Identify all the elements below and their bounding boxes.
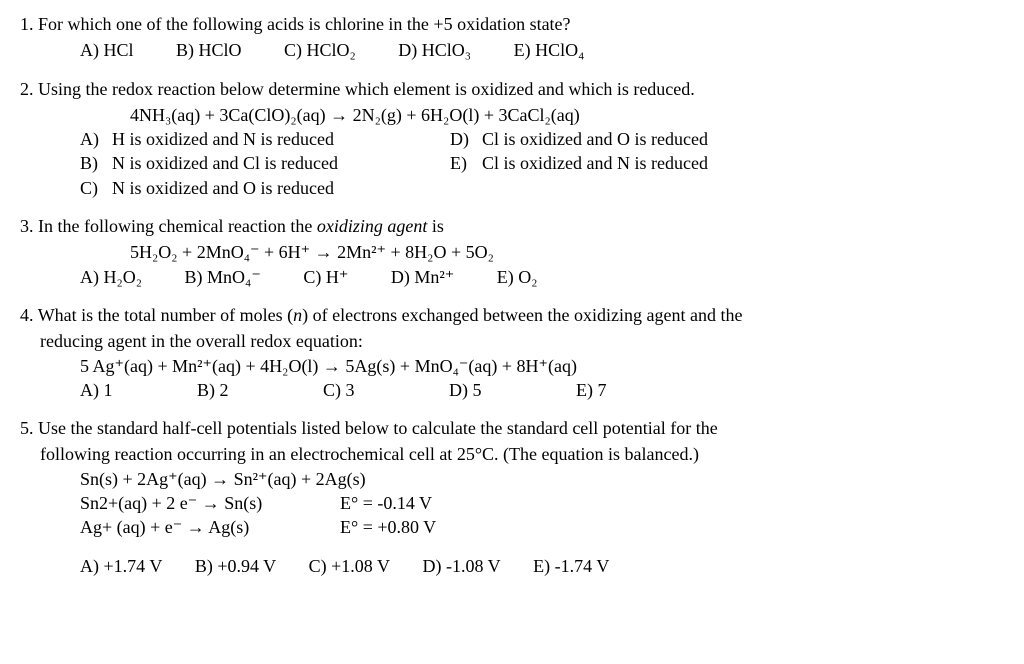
q2-B-lbl: B) — [80, 151, 112, 175]
q5-B: B) +0.94 V — [195, 554, 276, 578]
q2-col-right: D)Cl is oxidized and O is reduced E)Cl i… — [450, 127, 850, 200]
q3-prompt-c: is — [427, 216, 444, 236]
q1-A: A) HCl — [80, 38, 134, 62]
question-3: 3. In the following chemical reaction th… — [20, 214, 1004, 289]
q4-text2: reducing agent in the overall redox equa… — [40, 329, 1004, 353]
q5-A: A) +1.74 V — [80, 554, 162, 578]
q5-half2: Ag+ (aq) + e⁻ → Ag(s) E° = +0.80 V — [80, 515, 1004, 539]
q2-C-txt: N is oxidized and O is reduced — [112, 178, 334, 198]
q5-eq1: Sn(s) + 2Ag⁺(aq) → Sn²⁺(aq) + 2Ag(s) — [80, 467, 1004, 491]
q2-A-lbl: A) — [80, 127, 112, 151]
q4-num: 4. — [20, 305, 34, 325]
q1-text: 1. For which one of the following acids … — [20, 12, 1004, 36]
q5-E: E) -1.74 V — [533, 554, 609, 578]
q1-D: D) HClO₃ — [398, 38, 471, 62]
q3-text: 3. In the following chemical reaction th… — [20, 214, 1004, 238]
q5-half2-r: E° = +0.80 V — [340, 515, 540, 539]
q3-D: D) Mn²⁺ — [391, 265, 454, 289]
q3-A: A) H₂O₂ — [80, 265, 142, 289]
q3-answers: A) H₂O₂ B) MnO₄⁻ C) H⁺ D) Mn²⁺ E) O₂ — [80, 265, 1004, 289]
q5-half1: Sn2+(aq) + 2 e⁻ → Sn(s) E° = -0.14 V — [80, 491, 1004, 515]
question-1: 1. For which one of the following acids … — [20, 12, 1004, 63]
q3-equation: 5H₂O₂ + 2MnO₄⁻ + 6H⁺ → 2Mn²⁺ + 8H₂O + 5O… — [130, 240, 1004, 264]
q5-half2-l: Ag+ (aq) + e⁻ → Ag(s) — [80, 515, 340, 539]
q4-prompt1: What is the total number of moles ( — [38, 305, 293, 325]
q2-answers: A)H is oxidized and N is reduced B)N is … — [20, 127, 1004, 200]
q1-answers: A) HCl B) HClO C) HClO₂ D) HClO₃ E) HClO… — [80, 38, 1004, 62]
q2-B-txt: N is oxidized and Cl is reduced — [112, 153, 338, 173]
q2-equation: 4NH₃(aq) + 3Ca(ClO)₂(aq) → 2N₂(g) + 6H₂O… — [130, 103, 1004, 127]
q3-C: C) H⁺ — [303, 265, 348, 289]
q2-col-left: A)H is oxidized and N is reduced B)N is … — [80, 127, 450, 200]
q1-num: 1. — [20, 14, 34, 34]
q1-prompt: For which one of the following acids is … — [38, 14, 571, 34]
q5-text1: 5. Use the standard half-cell potentials… — [20, 416, 1004, 440]
q5-prompt1: Use the standard half-cell potentials li… — [38, 418, 718, 438]
q5-text2: following reaction occurring in an elect… — [40, 442, 1004, 466]
q4-D: D) 5 — [449, 378, 482, 402]
q4-prompt1b: ) of electrons exchanged between the oxi… — [302, 305, 742, 325]
q4-text1: 4. What is the total number of moles (n)… — [20, 303, 1004, 327]
q3-B: B) MnO₄⁻ — [185, 265, 261, 289]
question-2: 2. Using the redox reaction below determ… — [20, 77, 1004, 200]
q4-n: n — [293, 305, 302, 325]
q3-prompt-a: In the following chemical reaction the — [38, 216, 317, 236]
q2-text: 2. Using the redox reaction below determ… — [20, 77, 1004, 101]
q5-C: C) +1.08 V — [309, 554, 390, 578]
q2-C-lbl: C) — [80, 176, 112, 200]
q3-num: 3. — [20, 216, 34, 236]
q1-C: C) HClO₂ — [284, 38, 356, 62]
q4-A: A) 1 — [80, 378, 113, 402]
q5-D: D) -1.08 V — [422, 554, 500, 578]
q2-A-txt: H is oxidized and N is reduced — [112, 129, 334, 149]
q2-D-txt: Cl is oxidized and O is reduced — [482, 129, 708, 149]
q1-E: E) HClO₄ — [514, 38, 585, 62]
q5-half1-r: E° = -0.14 V — [340, 491, 540, 515]
q2-prompt: Using the redox reaction below determine… — [38, 79, 695, 99]
q2-D-lbl: D) — [450, 127, 482, 151]
q1-B: B) HClO — [176, 38, 242, 62]
q4-E: E) 7 — [576, 378, 607, 402]
question-5: 5. Use the standard half-cell potentials… — [20, 416, 1004, 578]
q2-num: 2. — [20, 79, 34, 99]
question-4: 4. What is the total number of moles (n)… — [20, 303, 1004, 402]
q4-C: C) 3 — [323, 378, 355, 402]
q3-E: E) O₂ — [497, 265, 538, 289]
q2-E-lbl: E) — [450, 151, 482, 175]
q5-answers: A) +1.74 V B) +0.94 V C) +1.08 V D) -1.0… — [80, 554, 1004, 578]
q5-half1-l: Sn2+(aq) + 2 e⁻ → Sn(s) — [80, 491, 340, 515]
q4-answers: A) 1 B) 2 C) 3 D) 5 E) 7 — [80, 378, 1004, 402]
q4-B: B) 2 — [197, 378, 229, 402]
q4-equation: 5 Ag⁺(aq) + Mn²⁺(aq) + 4H₂O(l) → 5Ag(s) … — [80, 354, 1004, 378]
q3-prompt-b: oxidizing agent — [317, 216, 428, 236]
q2-E-txt: Cl is oxidized and N is reduced — [482, 153, 708, 173]
q5-num: 5. — [20, 418, 34, 438]
q5-equations: Sn(s) + 2Ag⁺(aq) → Sn²⁺(aq) + 2Ag(s) Sn2… — [80, 467, 1004, 540]
